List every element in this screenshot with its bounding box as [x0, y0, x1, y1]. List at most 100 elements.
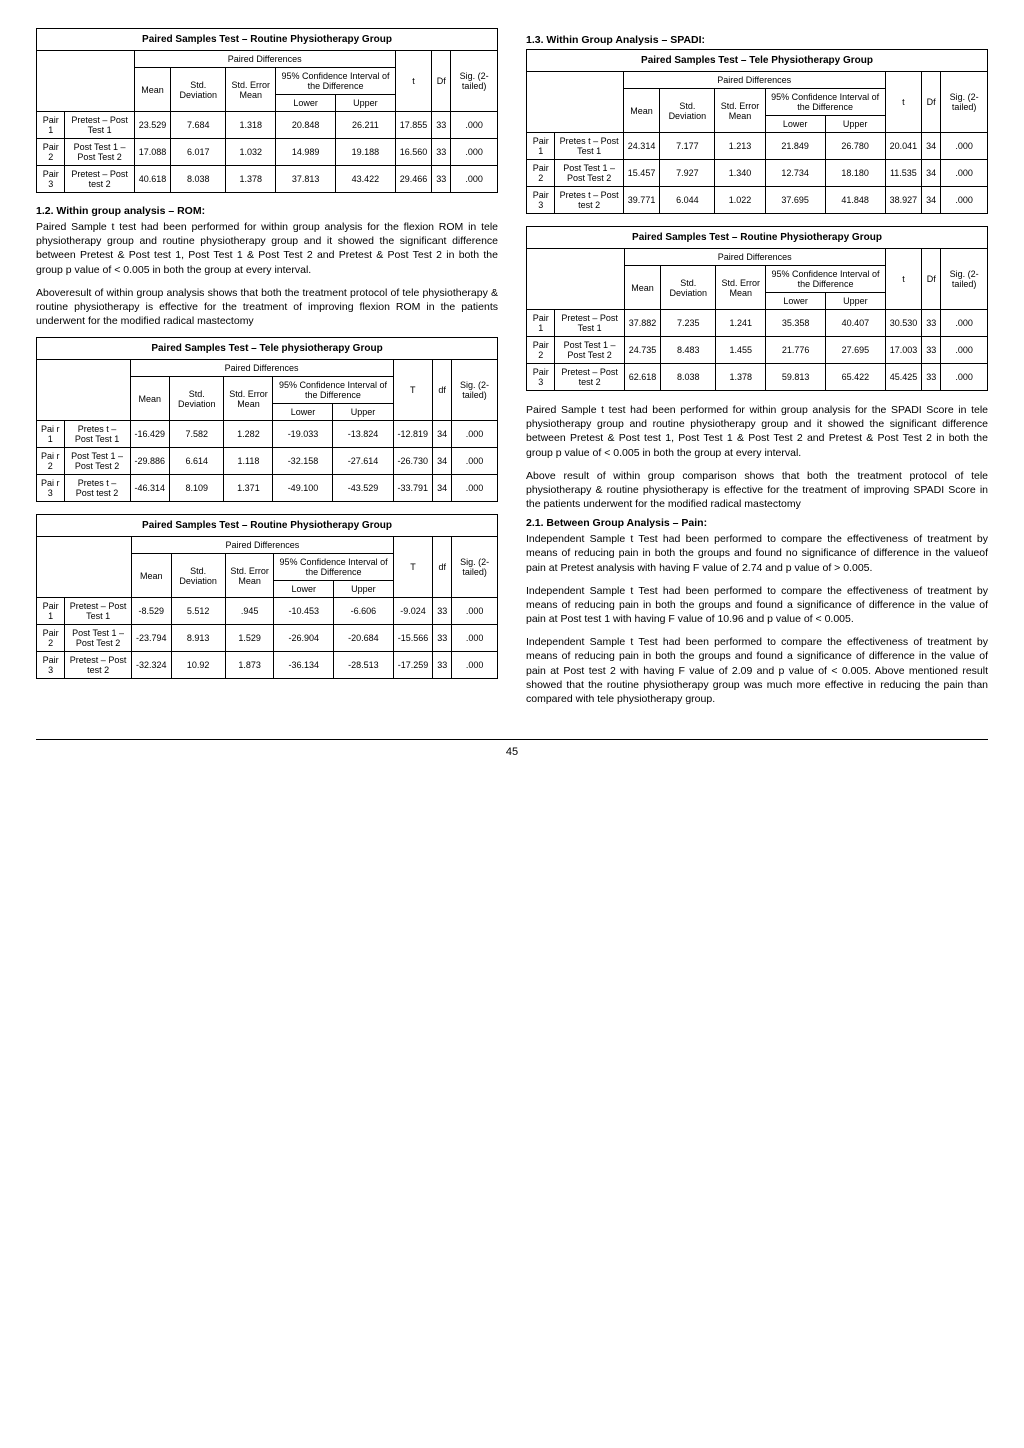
table-cell: -28.513	[334, 652, 394, 679]
table-cell: Pair 2	[37, 139, 65, 166]
table2-title: Paired Samples Test – Tele physiotherapy…	[37, 338, 498, 360]
table-cell: 30.530	[885, 310, 922, 337]
left-column: Paired Samples Test – Routine Physiother…	[36, 28, 498, 715]
table-cell: 16.560	[395, 139, 432, 166]
table-cell: 1.282	[224, 421, 273, 448]
table-cell: 41.848	[825, 187, 885, 214]
table-cell: 59.813	[766, 364, 826, 391]
table-cell: -29.886	[130, 448, 170, 475]
table-cell: 19.188	[336, 139, 396, 166]
table-cell: 26.780	[825, 133, 885, 160]
t4-df: Df	[922, 72, 941, 133]
table-cell: Pretest – Post Test 1	[65, 598, 132, 625]
table-cell: 7.927	[660, 160, 715, 187]
table-cell: Pair 2	[37, 625, 65, 652]
table-1: Paired Samples Test – Routine Physiother…	[36, 28, 498, 193]
table-cell: Pai r 2	[37, 448, 65, 475]
t5-df: Df	[922, 249, 941, 310]
t3-ci: 95% Confidence Interval of the Differenc…	[274, 554, 393, 581]
table-cell: .000	[452, 475, 498, 502]
right-column: 1.3. Within Group Analysis – SPADI: Pair…	[526, 28, 988, 715]
table-cell: Post Test 1 – Post Test 2	[555, 160, 623, 187]
table-cell: -17.259	[393, 652, 433, 679]
t1-se: Std. Error Mean	[226, 68, 276, 112]
table-cell: 15.457	[623, 160, 660, 187]
table-cell: 1.213	[715, 133, 765, 160]
table-cell: .000	[941, 187, 988, 214]
t5-sd: Std. Deviation	[661, 266, 716, 310]
table-cell: 65.422	[826, 364, 886, 391]
table-cell: -12.819	[393, 421, 433, 448]
sect21-p2: Independent Sample t Test had been perfo…	[526, 584, 988, 627]
table-cell: 34	[922, 160, 941, 187]
table-cell: -49.100	[273, 475, 333, 502]
table-cell: Pair 1	[527, 133, 555, 160]
table-cell: -43.529	[333, 475, 393, 502]
table-cell: -36.134	[274, 652, 334, 679]
table-cell: .000	[452, 421, 498, 448]
sect13-head: 1.3. Within Group Analysis – SPADI:	[526, 34, 988, 46]
t2-sig: Sig. (2-tailed)	[452, 360, 498, 421]
table-cell: .000	[452, 652, 498, 679]
table-cell: 33	[432, 166, 451, 193]
t4-se: Std. Error Mean	[715, 89, 765, 133]
table-cell: Pretes t – Post test 2	[555, 187, 623, 214]
table-cell: 43.422	[336, 166, 396, 193]
table-cell: -10.453	[274, 598, 334, 625]
table-cell: -13.824	[333, 421, 393, 448]
table-cell: .000	[451, 166, 498, 193]
t4-pd: Paired Differences	[623, 72, 885, 89]
table-cell: 34	[433, 475, 452, 502]
table-cell: Pretes t – Post test 2	[64, 475, 130, 502]
t5-ci: 95% Confidence Interval of the Differenc…	[766, 266, 885, 293]
sect12-head: 1.2. Within group analysis – ROM:	[36, 205, 498, 217]
table-cell: -27.614	[333, 448, 393, 475]
sect12-p1: Paired Sample t test had been performed …	[36, 220, 498, 277]
table-cell: .000	[451, 112, 498, 139]
table-cell: Pair 3	[37, 166, 65, 193]
table3-title: Paired Samples Test – Routine Physiother…	[37, 515, 498, 537]
table-cell: Pretes t – Post Test 1	[555, 133, 623, 160]
table-cell: .000	[452, 598, 498, 625]
para-a: Paired Sample t test had been performed …	[526, 403, 988, 460]
table-cell: Pair 1	[527, 310, 555, 337]
table-cell: 12.734	[765, 160, 825, 187]
table-cell: .000	[451, 139, 498, 166]
table-cell: Pair 2	[527, 337, 555, 364]
table-cell: .000	[941, 160, 988, 187]
t3-t: T	[393, 537, 433, 598]
t3-sig: Sig. (2-tailed)	[452, 537, 498, 598]
table-cell: 1.378	[716, 364, 766, 391]
table-cell: -19.033	[273, 421, 333, 448]
table-cell: 33	[432, 112, 451, 139]
t2-df: df	[433, 360, 452, 421]
t5-pd: Paired Differences	[624, 249, 885, 266]
table-cell: 6.614	[170, 448, 224, 475]
t5-sig: Sig. (2-tailed)	[941, 249, 988, 310]
table-cell: 5.512	[171, 598, 225, 625]
sect21-head: 2.1. Between Group Analysis – Pain:	[526, 517, 988, 529]
table-cell: Pair 1	[37, 598, 65, 625]
t1-upper: Upper	[336, 95, 396, 112]
table-cell: -32.324	[132, 652, 172, 679]
table-cell: 35.358	[766, 310, 826, 337]
table-cell: 1.022	[715, 187, 765, 214]
t2-sd: Std. Deviation	[170, 377, 224, 421]
table-cell: -16.429	[130, 421, 170, 448]
t4-mean: Mean	[623, 89, 660, 133]
t2-t: T	[393, 360, 433, 421]
table-cell: 7.582	[170, 421, 224, 448]
table-cell: 8.913	[171, 625, 225, 652]
t4-sd: Std. Deviation	[660, 89, 715, 133]
table-cell: 62.618	[624, 364, 661, 391]
sect21-p1: Independent Sample t Test had been perfo…	[526, 532, 988, 575]
table-cell: Pretest – Post test 2	[65, 166, 134, 193]
sect12-p2: Aboveresult of within group analysis sho…	[36, 286, 498, 329]
table1-title: Paired Samples Test – Routine Physiother…	[37, 29, 498, 51]
table-cell: -20.684	[334, 625, 394, 652]
table-cell: 27.695	[826, 337, 886, 364]
table-cell: 21.776	[766, 337, 826, 364]
table-cell: 1.873	[225, 652, 274, 679]
table-cell: -23.794	[132, 625, 172, 652]
table-cell: 26.211	[336, 112, 396, 139]
